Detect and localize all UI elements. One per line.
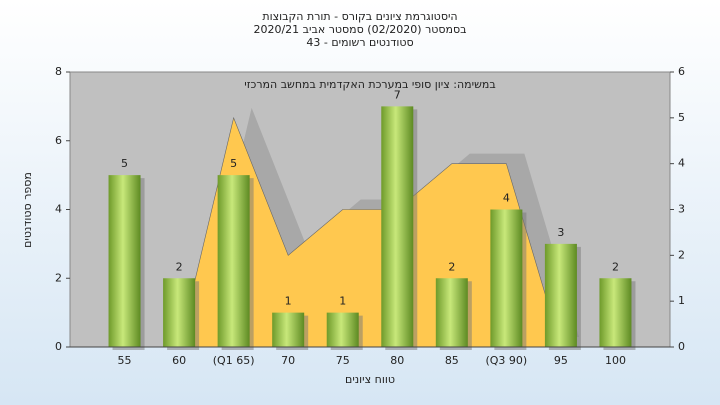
chart-title: סטודנטים רשומים - 43 xyxy=(306,36,413,49)
bar xyxy=(435,278,468,347)
bar xyxy=(381,106,414,347)
data-label: 5 xyxy=(121,157,128,170)
x-tick-label: 55 xyxy=(118,354,132,367)
y2-tick-label: 0 xyxy=(678,340,685,353)
x-tick-label: 85 xyxy=(445,354,459,367)
data-label: 3 xyxy=(557,226,564,239)
x-tick-label: 60 xyxy=(172,354,186,367)
bar xyxy=(544,243,577,347)
data-label: 1 xyxy=(339,295,346,308)
bar xyxy=(163,278,196,347)
subtitle: במשימה: ציון סופי במערכת האקדמית במחשב ה… xyxy=(244,78,495,91)
x-axis-label: טווח ציונים xyxy=(345,373,395,386)
data-label: 2 xyxy=(612,260,619,273)
x-tick-label: 75 xyxy=(336,354,350,367)
bar xyxy=(108,175,141,347)
y-tick-label: 0 xyxy=(55,340,62,353)
x-tick-label: 95 xyxy=(554,354,568,367)
x-tick-label: (Q3 90) xyxy=(485,354,527,367)
y2-tick-label: 3 xyxy=(678,203,685,216)
y2-tick-label: 4 xyxy=(678,157,685,170)
x-tick-label: 80 xyxy=(390,354,404,367)
bar xyxy=(599,278,632,347)
y2-tick-label: 1 xyxy=(678,294,685,307)
data-label: 4 xyxy=(503,192,510,205)
data-label: 7 xyxy=(394,88,401,101)
y-tick-label: 8 xyxy=(55,65,62,78)
y-tick-label: 4 xyxy=(55,203,62,216)
bar xyxy=(490,209,523,347)
x-tick-label: 100 xyxy=(605,354,626,367)
y2-tick-label: 6 xyxy=(678,65,685,78)
y-tick-label: 6 xyxy=(55,134,62,147)
y2-tick-label: 5 xyxy=(678,111,685,124)
data-label: 2 xyxy=(448,260,455,273)
bar xyxy=(326,312,359,347)
data-label: 5 xyxy=(230,157,237,170)
data-label: 2 xyxy=(176,260,183,273)
y-tick-label: 2 xyxy=(55,271,62,284)
chart-title: היסטוגרמת ציונים בקורס - תורת הקבוצות xyxy=(262,10,457,23)
bar xyxy=(217,175,250,347)
data-label: 1 xyxy=(285,295,292,308)
bar xyxy=(272,312,305,347)
y2-tick-label: 2 xyxy=(678,248,685,261)
chart-title: בסמסטר (02/2020) סמסטר אביב 2020/21 xyxy=(253,23,466,36)
x-tick-label: (Q1 65) xyxy=(213,354,255,367)
y-axis-label: מספר סטודנטים xyxy=(21,172,34,248)
x-tick-label: 70 xyxy=(281,354,295,367)
